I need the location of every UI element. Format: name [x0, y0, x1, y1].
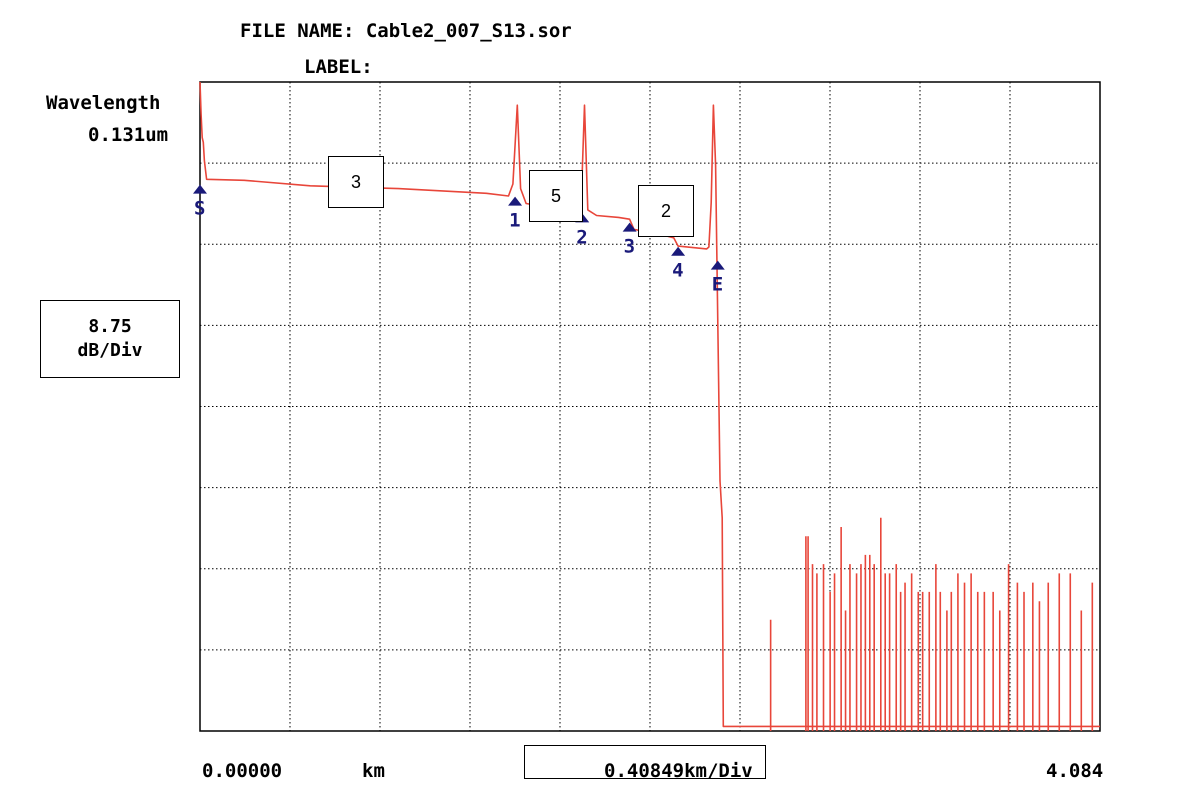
trace-label: LABEL: [304, 56, 373, 78]
horizontal-scale-value: 0.40849km/Div [604, 760, 753, 782]
x-end-value: 4.084 [1046, 760, 1104, 782]
event-marker-s [193, 184, 207, 194]
x-start-value: 0.00000 [202, 760, 283, 782]
file-name-label: FILE NAME: Cable2_007_S13.sor [240, 20, 572, 42]
vertical-scale-box: 8.75 dB/Div [40, 300, 180, 378]
event-marker-label: 1 [509, 210, 520, 232]
segment-label-box: 5 [529, 170, 583, 222]
event-marker-label: S [194, 198, 205, 220]
segment-label-box: 3 [328, 156, 384, 208]
wavelength-value: 0.131um [88, 124, 169, 146]
event-marker-label: E [712, 274, 723, 296]
event-marker-label: 4 [672, 260, 683, 282]
wavelength-title: Wavelength [46, 92, 161, 114]
event-marker-4 [671, 246, 686, 256]
event-marker-label: 3 [624, 236, 635, 258]
vertical-scale-value: 8.75 [88, 316, 132, 337]
x-unit: km [362, 760, 385, 782]
event-marker-1 [508, 196, 523, 206]
event-marker-e [710, 260, 725, 270]
vertical-scale-unit: dB/Div [77, 340, 143, 361]
segment-label-box: 2 [638, 185, 694, 237]
horizontal-scale-box [524, 745, 766, 779]
event-marker-3 [622, 222, 637, 232]
event-marker-label: 2 [576, 226, 587, 248]
